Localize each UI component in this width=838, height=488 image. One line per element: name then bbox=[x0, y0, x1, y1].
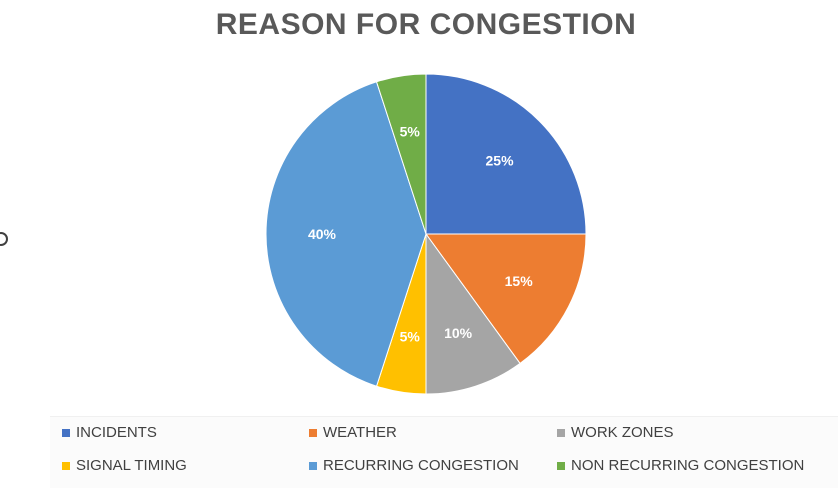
legend-label: RECURRING CONGESTION bbox=[323, 457, 519, 474]
data-label-incidents: 25% bbox=[486, 152, 515, 168]
pie-slice-non-recurring-congestion bbox=[375, 73, 427, 235]
legend-swatch-icon bbox=[62, 428, 70, 437]
legend-item-recurring-congestion: RECURRING CONGESTION bbox=[309, 457, 519, 474]
legend-label: WORK ZONES bbox=[571, 424, 674, 441]
legend-swatch-icon bbox=[309, 461, 317, 470]
pie-slice-recurring-congestion bbox=[265, 81, 427, 387]
data-label-weather: 15% bbox=[505, 273, 534, 289]
data-label-non-recurring-congestion: 5% bbox=[400, 123, 421, 139]
legend-label: INCIDENTS bbox=[76, 424, 157, 441]
data-label-work-zones: 10% bbox=[444, 325, 473, 341]
pie-slice-work-zones bbox=[425, 232, 521, 395]
chart-legend: INCIDENTS WEATHER WORK ZONES SIGNAL TIMING R… bbox=[50, 416, 838, 488]
legend-swatch-icon bbox=[557, 428, 565, 437]
data-label-recurring-congestion: 40% bbox=[308, 226, 337, 242]
legend-item-weather: WEATHER bbox=[309, 424, 397, 441]
legend-label: SIGNAL TIMING bbox=[76, 457, 187, 474]
legend-label: NON RECURRING CONGESTION bbox=[571, 457, 805, 474]
legend-item-signal-timing: SIGNAL TIMING bbox=[62, 457, 187, 474]
legend-item-non-recurring-congestion: NON RECURRING CONGESTION bbox=[557, 457, 804, 474]
data-label-signal-timing: 5% bbox=[400, 329, 421, 345]
pie-slice-weather bbox=[425, 233, 587, 365]
edge-handle-icon bbox=[0, 232, 8, 246]
legend-swatch-icon bbox=[557, 461, 565, 470]
legend-item-work-zones: WORK ZONES bbox=[557, 424, 674, 441]
legend-label: WEATHER bbox=[323, 424, 397, 441]
legend-swatch-icon bbox=[309, 428, 317, 437]
pie-slice-incidents bbox=[425, 73, 587, 235]
legend-item-incidents: INCIDENTS bbox=[62, 424, 157, 441]
legend-swatch-icon bbox=[62, 461, 70, 470]
chart-title: REASON FOR CONGESTION bbox=[215, 8, 637, 41]
